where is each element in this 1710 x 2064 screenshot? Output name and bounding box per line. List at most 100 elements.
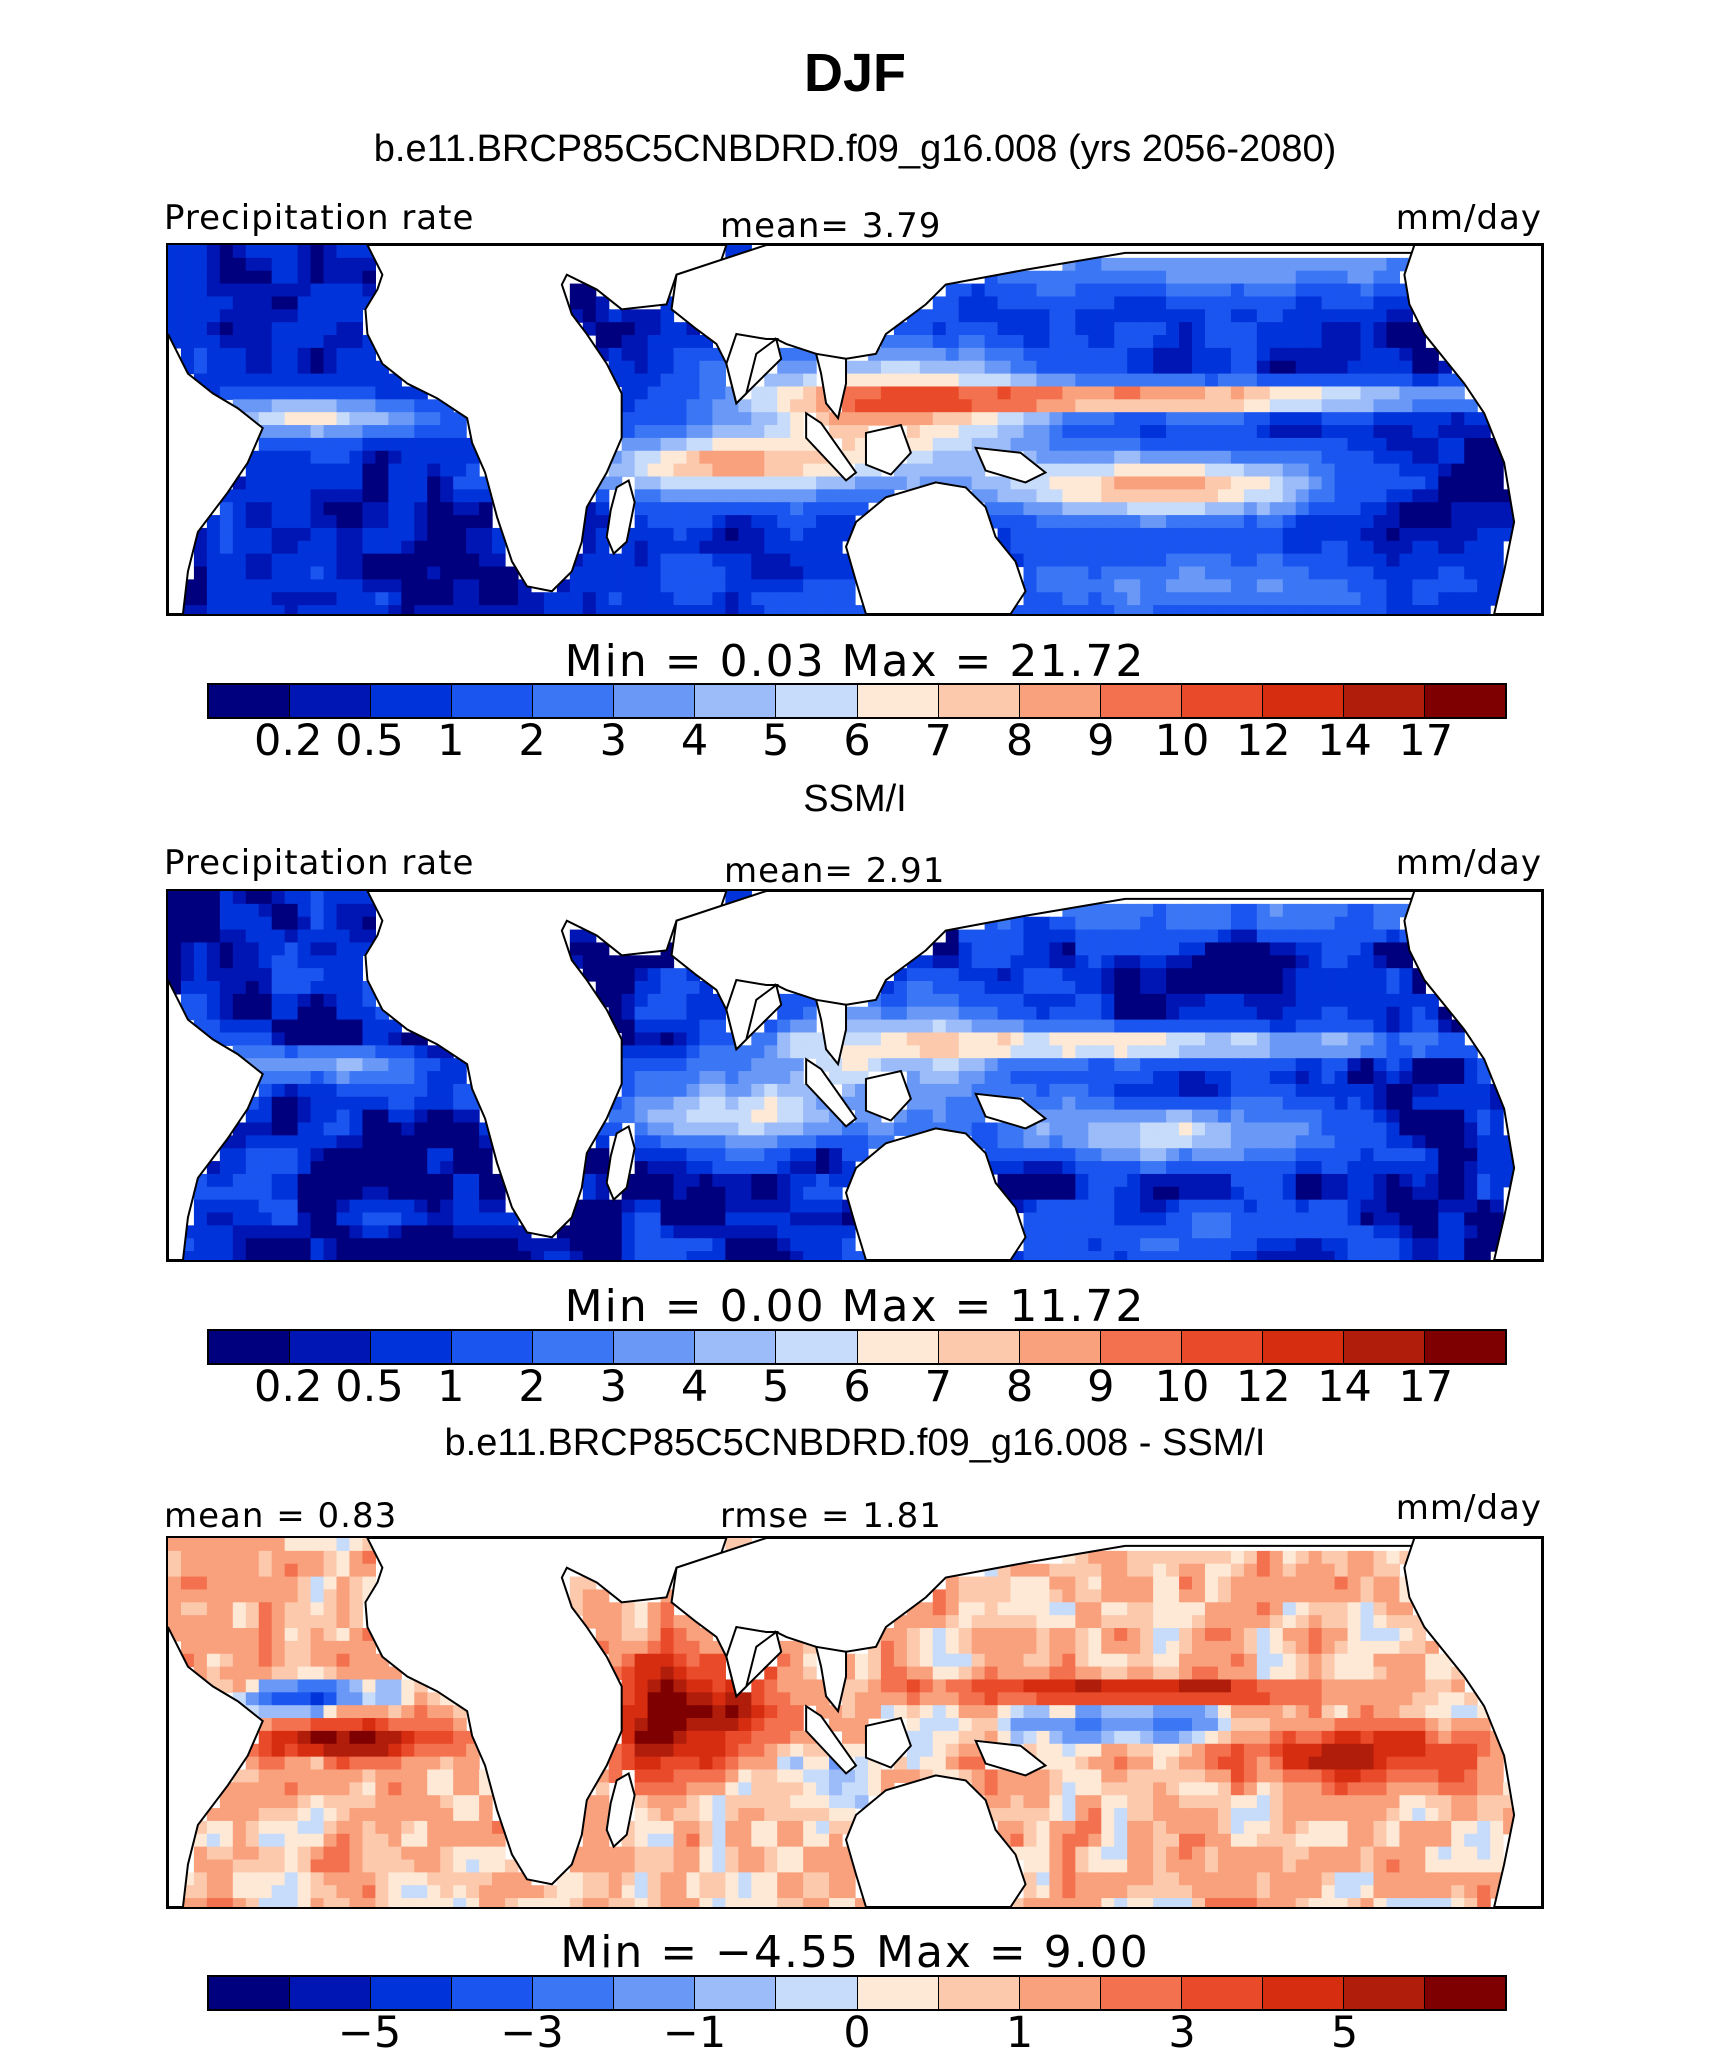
colorbar-swatch [452, 685, 534, 717]
coastline [1403, 891, 1542, 1260]
colorbar-tick-label: 6 [843, 1362, 871, 1412]
colorbar-swatch [1100, 1977, 1182, 2009]
panel2-mean-label: mean= 2.91 [724, 851, 946, 891]
panel3-colorbar [207, 1975, 1507, 2011]
coastline [605, 478, 636, 556]
colorbar-swatch [1343, 1331, 1425, 1363]
colorbar-swatch [695, 1977, 777, 2009]
colorbar-tick-label: 10 [1154, 716, 1210, 766]
colorbar-swatch [371, 685, 453, 717]
coastline [364, 245, 728, 593]
colorbar-swatch [1424, 1977, 1505, 2009]
coastline [1403, 245, 1542, 614]
panel1-left-label: Precipitation rate [164, 198, 475, 238]
colorbar-tick-label: 2 [518, 1362, 546, 1412]
colorbar-swatch [452, 1977, 534, 2009]
colorbar-tick-label: 7 [924, 1362, 952, 1412]
colorbar-swatch [1181, 1331, 1263, 1363]
coastline [1403, 1538, 1542, 1907]
panel2-min-max: Min = 0.00 Max = 11.72 [564, 1281, 1146, 1332]
panel1-subtitle: b.e11.BRCP85C5CNBDRD.f09_g16.008 (yrs 20… [373, 128, 1337, 170]
coastline [864, 1069, 912, 1122]
colorbar-tick-label: 5 [1330, 2008, 1359, 2058]
colorbar-swatch [209, 1331, 291, 1363]
coastline [814, 352, 848, 421]
colorbar-tick-label: 7 [924, 716, 952, 766]
colorbar-swatch [1100, 685, 1182, 717]
colorbar-swatch [533, 1331, 615, 1363]
panel1-colorbar-ticks: 0.2 0.5 1 2 3 4 5 6 7 8 9 10 12 14 17 [207, 716, 1507, 776]
colorbar-swatch [1262, 685, 1344, 717]
panel2-subtitle: SSM/I [803, 778, 907, 820]
panel3-min-max: Min = −4.55 Max = 9.00 [560, 1927, 1150, 1978]
panel1-colorbar [207, 683, 1507, 719]
coastline [605, 1124, 636, 1202]
colorbar-tick-label: 2 [518, 716, 546, 766]
panel1-units-label: mm/day [1395, 198, 1542, 238]
colorbar-swatch [776, 1977, 858, 2009]
coastline [605, 1771, 636, 1849]
colorbar-swatch [1019, 1977, 1101, 2009]
colorbar-tick-label: 8 [1005, 716, 1034, 766]
colorbar-swatch [533, 685, 615, 717]
coastline [844, 1774, 1027, 1907]
colorbar-swatch [533, 1977, 615, 2009]
colorbar-tick-label: 1 [437, 1362, 465, 1412]
colorbar-swatch [452, 1331, 534, 1363]
colorbar-swatch [371, 1331, 453, 1363]
colorbar-tick-label: 0 [843, 2008, 871, 2058]
colorbar-swatch [776, 1331, 858, 1363]
panel3-rmse-label: rmse = 1.81 [720, 1496, 942, 1536]
colorbar-tick-label: 9 [1087, 1362, 1115, 1412]
colorbar-swatch [938, 685, 1020, 717]
coastline [364, 891, 728, 1239]
panel3-colorbar-ticks: −5 −3 −1 0 1 3 5 [207, 2008, 1507, 2064]
colorbar-swatch [695, 1331, 777, 1363]
colorbar-tick-label: 1 [1005, 2008, 1034, 2058]
colorbar-tick-label: 5 [762, 716, 790, 766]
coastline [805, 1057, 858, 1128]
colorbar-tick-label: 0.5 [335, 1362, 404, 1412]
colorbar-swatch [1019, 1331, 1101, 1363]
coastline [805, 411, 858, 482]
colorbar-tick-label: 6 [843, 716, 871, 766]
colorbar-tick-label: 3 [599, 1362, 627, 1412]
panel1-min-max: Min = 0.03 Max = 21.72 [564, 636, 1146, 687]
colorbar-swatch [857, 1331, 939, 1363]
colorbar-tick-label: 0.5 [335, 716, 404, 766]
colorbar-tick-label: 14 [1317, 1362, 1372, 1412]
colorbar-swatch [1019, 685, 1101, 717]
coastline [168, 979, 264, 1260]
coastline [725, 978, 780, 1052]
colorbar-swatch [1343, 685, 1425, 717]
panel2-colorbar [207, 1329, 1507, 1365]
colorbar-swatch [371, 1977, 453, 2009]
colorbar-tick-label: 10 [1154, 1362, 1210, 1412]
colorbar-tick-label: 0.2 [254, 716, 323, 766]
colorbar-swatch [857, 1977, 939, 2009]
colorbar-swatch [938, 1977, 1020, 2009]
colorbar-tick-label: 17 [1398, 716, 1454, 766]
colorbar-swatch [614, 685, 696, 717]
coastline [864, 1716, 912, 1769]
colorbar-tick-label: 4 [680, 716, 709, 766]
colorbar-tick-label: 3 [599, 716, 627, 766]
colorbar-tick-label: 9 [1087, 716, 1115, 766]
colorbar-swatch [938, 1331, 1020, 1363]
colorbar-swatch [1181, 1977, 1263, 2009]
colorbar-swatch [614, 1331, 696, 1363]
coastline [805, 1704, 858, 1775]
coastline [974, 1092, 1048, 1130]
colorbar-swatch [290, 1331, 372, 1363]
colorbar-swatch [1262, 1977, 1344, 2009]
colorbar-tick-label: 1 [437, 716, 465, 766]
colorbar-tick-label: −3 [500, 2008, 564, 2058]
coastline [168, 333, 264, 614]
colorbar-swatch [1424, 1331, 1505, 1363]
main-title: DJF [803, 43, 907, 103]
colorbar-tick-label: 12 [1235, 716, 1291, 766]
coastline [974, 446, 1048, 484]
panel2-map [166, 889, 1544, 1262]
panel1-map [166, 243, 1544, 616]
colorbar-tick-label: 14 [1317, 716, 1372, 766]
